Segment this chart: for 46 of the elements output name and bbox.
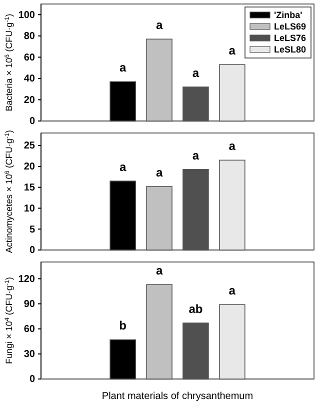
legend-label: LeLS69 xyxy=(274,22,306,32)
legend-label: 'Zinba' xyxy=(274,10,302,20)
bar xyxy=(110,81,136,122)
bar xyxy=(146,186,172,250)
y-tick-label: 0 xyxy=(29,374,36,386)
legend-label: LeSL80 xyxy=(274,44,306,54)
data-label: a xyxy=(228,284,236,298)
y-tick-label: 60 xyxy=(24,52,36,64)
y-tick-label: 30 xyxy=(24,349,36,360)
data-label: ab xyxy=(188,302,203,316)
bar xyxy=(146,284,172,380)
data-label: a xyxy=(156,18,163,32)
bar xyxy=(219,64,246,122)
data-label: a xyxy=(228,44,236,58)
legend-label: LeLS76 xyxy=(274,33,306,43)
y-tick-label: 25 xyxy=(24,140,36,152)
y-tick-label: 120 xyxy=(18,274,36,285)
bar xyxy=(146,38,172,122)
bar xyxy=(219,160,246,250)
data-label: a xyxy=(120,160,126,174)
bar xyxy=(219,304,246,380)
y-tick-label: 15 xyxy=(24,182,36,194)
y-tick-label: 0 xyxy=(29,245,36,256)
bar xyxy=(110,180,136,250)
y-tick-label: 20 xyxy=(24,162,36,173)
bar xyxy=(182,86,209,122)
y-tick-label: 90 xyxy=(24,298,36,310)
data-label: a xyxy=(120,60,126,75)
x-axis-title: Plant materials of chrysanthemum xyxy=(102,391,254,402)
y-tick-label: 5 xyxy=(29,224,36,236)
y-tick-label: 10 xyxy=(24,203,36,214)
data-label: a xyxy=(156,165,163,180)
y-tick-label: 0 xyxy=(29,116,36,128)
y-tick-label: 60 xyxy=(24,324,36,336)
data-label: a xyxy=(192,148,200,162)
data-label: b xyxy=(119,318,127,333)
data-label: a xyxy=(156,264,163,278)
y-tick-label: 20 xyxy=(24,94,36,106)
bar xyxy=(182,322,209,380)
data-label: a xyxy=(228,139,236,154)
bar xyxy=(110,339,136,380)
y-tick-label: 40 xyxy=(24,74,36,85)
y-tick-label: 80 xyxy=(24,31,36,42)
bar xyxy=(182,168,209,250)
data-label: a xyxy=(192,66,200,80)
y-tick-label: 100 xyxy=(18,10,36,21)
